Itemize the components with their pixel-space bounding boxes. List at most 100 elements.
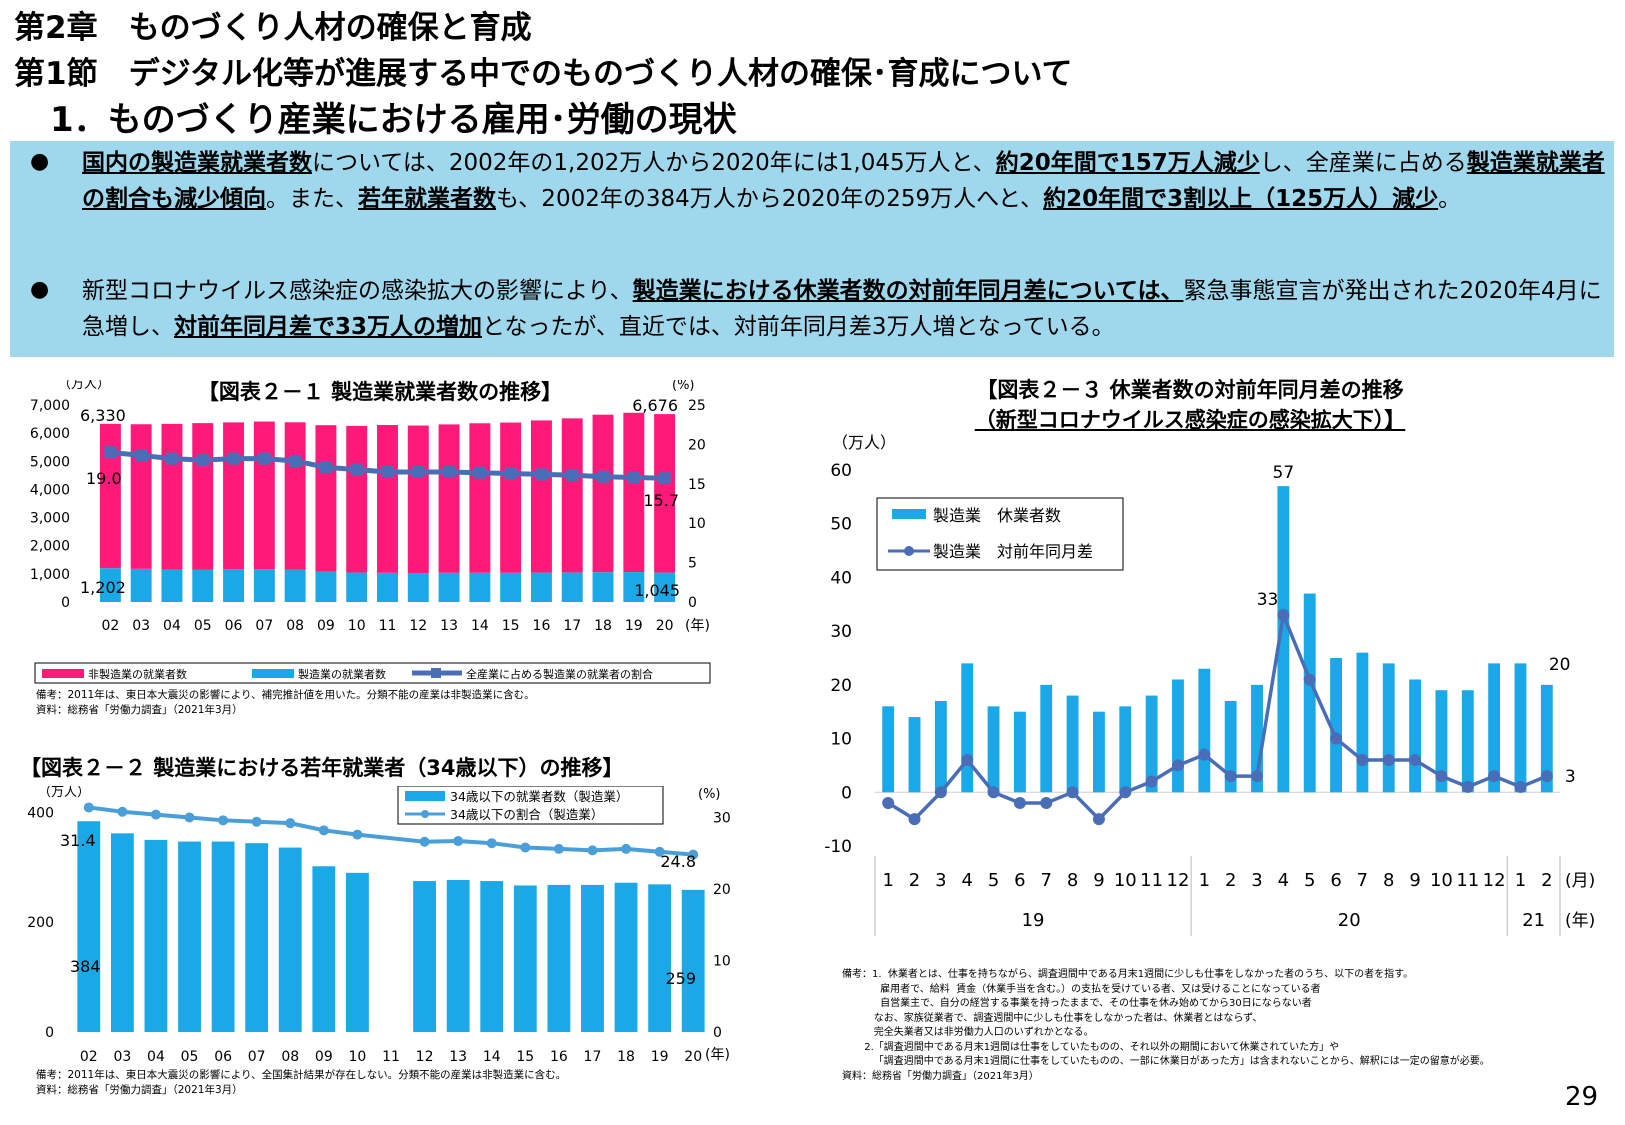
bullet-icon: ● xyxy=(30,277,50,302)
body-text: となったが、直近では、対前年同月差3万人増となっている。 xyxy=(482,314,1115,340)
x-tick-label-year: 21 xyxy=(1522,910,1545,931)
bar-absentees xyxy=(1066,695,1079,793)
rate-marker xyxy=(227,452,240,465)
bar-young-workers xyxy=(278,847,302,1032)
legend-swatch-bars xyxy=(892,509,926,519)
data-label-total-last: 6,676 xyxy=(632,396,678,415)
x-tick-label-month: 11 xyxy=(1456,870,1479,891)
legend-label: 34歳以下の割合（製造業） xyxy=(450,807,603,822)
bar-manufacturing xyxy=(561,572,583,602)
y2-tick-label: 15 xyxy=(688,477,706,493)
x-tick-label: 12 xyxy=(409,618,427,634)
legend-swatch-non-manufacturing xyxy=(42,669,84,678)
chart2-title: 【図表２－２ 製造業における若年就業者（34歳以下）の推移】 xyxy=(20,756,624,780)
rate-marker xyxy=(473,466,486,479)
rate-marker xyxy=(535,468,548,481)
bar-non-manufacturing xyxy=(654,414,676,573)
rate-marker xyxy=(352,829,363,840)
y-tick-label: 5,000 xyxy=(30,454,70,470)
x-tick-label: 17 xyxy=(563,618,581,634)
data-label-last-bar: 20 xyxy=(1549,655,1571,675)
diff-marker xyxy=(1198,748,1211,761)
rate-marker xyxy=(117,806,128,817)
emphasis-text: 対前年同月差で33万人の増加 xyxy=(174,314,483,340)
x-tick-label-month: 5 xyxy=(1304,870,1315,891)
y-tick-label: 0 xyxy=(61,595,70,611)
emphasis-text: 若年就業者数 xyxy=(358,186,496,212)
bar-absentees xyxy=(1461,690,1474,793)
bar-absentees xyxy=(1488,663,1501,793)
x-tick-label: 20 xyxy=(656,618,674,634)
rate-marker xyxy=(350,463,363,476)
y-tick-label: 6,000 xyxy=(30,426,70,442)
x-tick-label: 10 xyxy=(349,1049,367,1065)
legend-swatch-bars xyxy=(405,791,445,801)
diff-marker xyxy=(1171,759,1184,772)
bar-absentees xyxy=(1435,690,1448,793)
y2-tick-label: 10 xyxy=(713,953,731,969)
body-text: も、2002年の384万人から2020年の259万人へと、 xyxy=(496,186,1044,212)
x-tick-label-month: 1 xyxy=(882,870,893,891)
bar-young-workers xyxy=(446,879,470,1032)
y-tick-label: 10 xyxy=(830,730,852,750)
x-tick-label: 15 xyxy=(516,1049,534,1065)
x-tick-label: 18 xyxy=(594,618,612,634)
legend-swatch-diff-marker xyxy=(904,546,914,556)
data-label-rate-last: 24.8 xyxy=(660,852,696,871)
x-tick-label: 08 xyxy=(281,1049,299,1065)
chart3-notes: 備考：1. 休業者とは、仕事を持ちながら、調査週間中である月末1週間に少しも仕事… xyxy=(842,969,1490,1082)
section-heading: 第1節 デジタル化等が進展する中でのものづくり人材の確保･育成について xyxy=(14,56,1073,92)
x-tick-label: 07 xyxy=(255,618,273,634)
y-axis-unit-right: (%) xyxy=(698,787,721,802)
x-tick-label-month: 2 xyxy=(909,870,920,891)
diff-marker xyxy=(1145,775,1158,788)
chart2-notes: 備考：2011年は、東日本大震災の影響により、全国集計結果が存在しない。分類不能… xyxy=(36,1069,567,1096)
x-tick-label-month: 11 xyxy=(1140,870,1163,891)
rate-marker xyxy=(165,452,178,465)
x-tick-label: 15 xyxy=(502,618,520,634)
chart1-title: 【図表２－１ 製造業就業者数の推移】 xyxy=(197,380,563,404)
y-tick-label: 4,000 xyxy=(30,482,70,498)
rate-marker xyxy=(258,452,271,465)
x-tick-label-month: 1 xyxy=(1199,870,1210,891)
x-tick-label-month: 12 xyxy=(1167,870,1190,891)
x-axis-unit-month: (月) xyxy=(1565,871,1595,891)
x-tick-label: 05 xyxy=(194,618,212,634)
bar-manufacturing xyxy=(407,572,429,602)
y-tick-label: 2,000 xyxy=(30,539,70,555)
x-tick-label: 17 xyxy=(584,1049,602,1065)
data-label-peak-bar: 57 xyxy=(1273,463,1295,483)
bar-manufacturing xyxy=(192,569,214,602)
y-tick-label: 200 xyxy=(27,915,54,931)
diff-marker xyxy=(1540,770,1553,783)
rate-line xyxy=(88,805,694,857)
bar-manufacturing xyxy=(99,568,121,602)
diff-marker xyxy=(1251,770,1264,783)
chapter-heading: 第2章 ものづくり人材の確保と育成 xyxy=(14,10,532,46)
x-tick-label: 09 xyxy=(317,618,335,634)
x-tick-label: 07 xyxy=(248,1049,266,1065)
diff-marker xyxy=(908,813,921,826)
diff-marker xyxy=(1330,732,1343,745)
bar-young-workers xyxy=(245,843,269,1032)
bullet-icon: ● xyxy=(30,149,50,174)
x-tick-label-month: 7 xyxy=(1041,870,1052,891)
legend-swatch-rate-marker xyxy=(421,810,429,818)
y-tick-label: 20 xyxy=(830,676,852,696)
x-tick-label-month: 9 xyxy=(1409,870,1420,891)
x-tick-label: 16 xyxy=(550,1049,568,1065)
legend-label: 製造業の就業者数 xyxy=(298,667,386,681)
bar-absentees xyxy=(1172,679,1184,793)
rate-marker xyxy=(184,812,195,823)
rate-marker xyxy=(520,842,531,853)
bar-young-workers xyxy=(547,884,571,1032)
data-label-total-first: 6,330 xyxy=(80,406,126,425)
body-text: 新型コロナウイルス感染症の感染拡大の影響により、 xyxy=(82,278,633,304)
summary-box: ● 国内の製造業就業者数については、2002年の1,202万人から2020年には… xyxy=(10,141,1614,357)
x-tick-label: 04 xyxy=(163,618,181,634)
bar-non-manufacturing xyxy=(469,423,491,573)
rate-marker xyxy=(289,454,302,467)
y-axis-unit-left: （万人） xyxy=(38,786,90,800)
y2-tick-label: 5 xyxy=(688,556,697,572)
chart3-title-line2: （新型コロナウイルス感染症の感染拡大下）】 xyxy=(974,408,1406,432)
